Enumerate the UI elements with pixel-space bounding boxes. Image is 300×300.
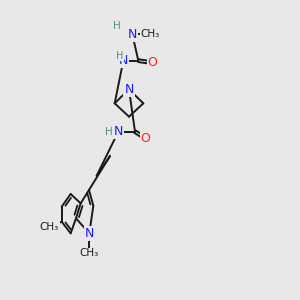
Text: O: O	[148, 56, 158, 69]
Text: H: H	[116, 51, 123, 61]
Text: CH₃: CH₃	[40, 222, 59, 232]
Text: CH₃: CH₃	[140, 29, 160, 39]
Text: O: O	[141, 132, 151, 145]
Text: H: H	[106, 127, 113, 137]
Text: N: N	[114, 125, 123, 138]
Text: H: H	[113, 21, 121, 31]
Text: CH₃: CH₃	[80, 248, 99, 258]
Text: N: N	[128, 28, 137, 41]
Text: H: H	[119, 56, 127, 66]
Text: N: N	[85, 227, 94, 240]
Text: N: N	[118, 54, 128, 67]
Text: N: N	[124, 83, 134, 96]
